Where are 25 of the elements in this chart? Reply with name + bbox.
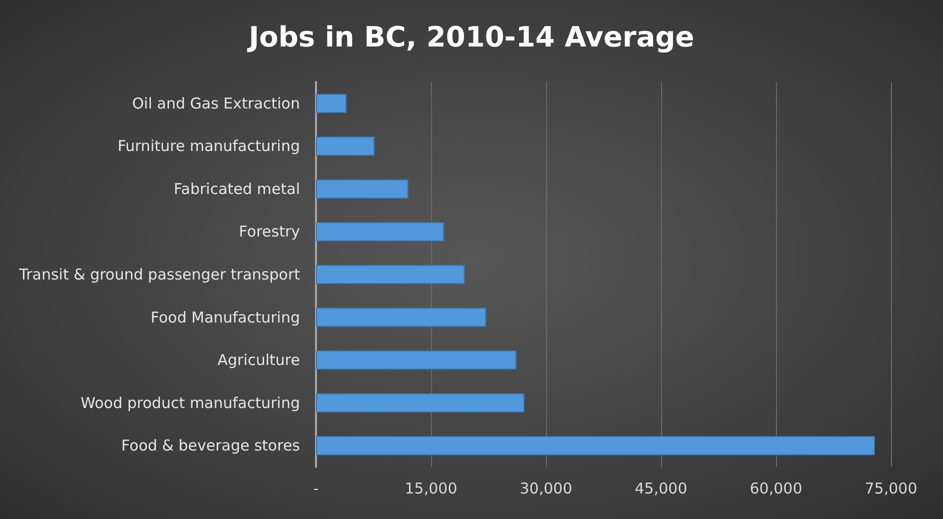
chart-title: Jobs in BC, 2010-14 Average	[246, 20, 694, 54]
y-tick-label: Oil and Gas Extraction	[132, 94, 300, 112]
bar	[316, 222, 444, 242]
x-tick-label: 15,000	[404, 480, 458, 498]
x-tick-label: -	[313, 480, 319, 498]
bar	[316, 179, 408, 199]
bar	[316, 136, 375, 156]
y-tick-label: Food & beverage stores	[121, 436, 300, 455]
y-tick-label: Furniture manufacturing	[118, 137, 300, 156]
bar	[316, 350, 516, 370]
y-tick-label: Forestry	[238, 222, 300, 241]
bar	[316, 94, 347, 114]
x-tick-label: 60,000	[750, 480, 802, 498]
y-tick-label: Food Manufacturing	[150, 308, 300, 326]
y-tick-label: Agriculture	[218, 351, 300, 370]
y-tick-label: Transit & ground passenger transport	[18, 266, 300, 284]
bar	[316, 264, 465, 284]
bar	[316, 436, 875, 456]
y-tick-label: Fabricated metal	[174, 180, 300, 198]
x-tick-label: 75,000	[864, 480, 918, 498]
bar	[316, 308, 486, 327]
x-tick-label: 30,000	[520, 480, 572, 498]
bar	[316, 393, 525, 412]
y-tick-label: Wood product manufacturing	[80, 394, 300, 412]
x-tick-label: 45,000	[634, 480, 688, 498]
